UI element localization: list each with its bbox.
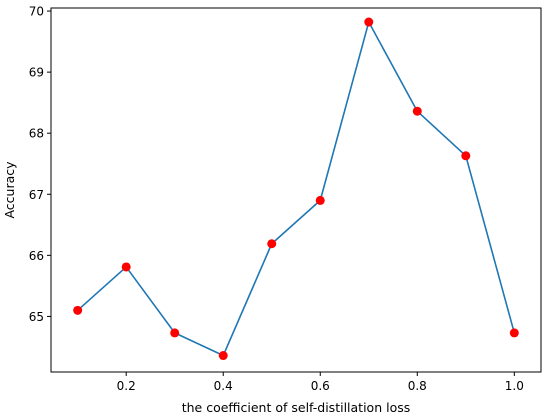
series-line bbox=[77, 21, 516, 357]
y-tick-label: 67 bbox=[29, 188, 44, 202]
y-tick-label: 65 bbox=[29, 310, 44, 324]
x-tick-label: 0.2 bbox=[117, 379, 136, 393]
x-tick-label: 0.4 bbox=[214, 379, 233, 393]
y-tick-label: 69 bbox=[29, 66, 44, 80]
data-point bbox=[218, 351, 228, 361]
x-axis-label: the coefficient of self-distillation los… bbox=[182, 400, 411, 415]
data-point bbox=[315, 195, 325, 205]
data-point bbox=[121, 262, 131, 272]
y-axis-label: Accuracy bbox=[2, 161, 17, 219]
data-point bbox=[73, 305, 83, 315]
data-point bbox=[170, 328, 180, 338]
data-point bbox=[509, 328, 519, 338]
data-point bbox=[267, 239, 277, 249]
x-tick-label: 0.6 bbox=[311, 379, 330, 393]
x-tick-label: 0.8 bbox=[408, 379, 427, 393]
y-tick-label: 68 bbox=[29, 127, 44, 141]
data-point bbox=[461, 151, 471, 161]
data-point bbox=[412, 106, 422, 116]
data-point bbox=[364, 17, 374, 27]
plot-frame bbox=[50, 7, 542, 373]
x-tick-label: 1.0 bbox=[505, 379, 524, 393]
y-tick-label: 70 bbox=[29, 5, 44, 19]
y-tick-label: 66 bbox=[29, 249, 44, 263]
